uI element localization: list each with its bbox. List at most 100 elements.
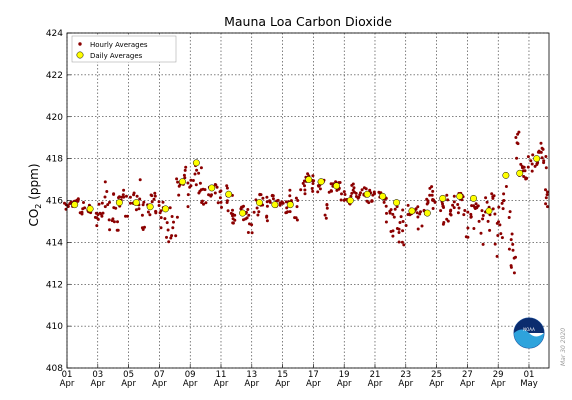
hourly-point bbox=[538, 150, 541, 154]
daily-point bbox=[179, 178, 186, 186]
hourly-point bbox=[265, 200, 269, 204]
daily-point bbox=[423, 209, 431, 217]
y-tick-label: 420 bbox=[46, 113, 63, 123]
x-tick-month: Apr bbox=[121, 379, 136, 389]
hourly-point bbox=[426, 199, 430, 203]
hourly-point bbox=[457, 206, 461, 210]
hourly-point bbox=[481, 214, 485, 217]
daily-point bbox=[456, 192, 464, 200]
hourly-point bbox=[186, 181, 190, 185]
x-tick-month: Apr bbox=[275, 379, 290, 389]
hourly-point bbox=[544, 155, 548, 158]
hourly-point bbox=[95, 216, 99, 220]
hourly-point bbox=[466, 226, 470, 230]
noaa-logo-wave bbox=[514, 329, 544, 348]
hourly-point bbox=[171, 226, 175, 230]
hourly-point bbox=[153, 194, 157, 198]
hourly-point bbox=[446, 219, 450, 223]
hourly-point bbox=[200, 199, 204, 203]
x-tick-month: Apr bbox=[306, 379, 321, 389]
hourly-point bbox=[163, 217, 167, 221]
hourly-point bbox=[107, 218, 111, 222]
hourly-point bbox=[404, 224, 408, 227]
hourly-point bbox=[125, 194, 128, 198]
hourly-point bbox=[406, 203, 410, 207]
hourly-point bbox=[452, 194, 456, 198]
x-tick-day: 23 bbox=[400, 370, 411, 380]
daily-point bbox=[485, 207, 493, 215]
hourly-point bbox=[177, 193, 181, 197]
daily-point bbox=[317, 178, 325, 186]
hourly-point bbox=[488, 228, 492, 232]
hourly-point bbox=[481, 217, 485, 221]
legend-daily-label: Daily Averages bbox=[90, 52, 143, 60]
x-tick-month: Apr bbox=[491, 379, 506, 389]
hourly-point bbox=[138, 178, 142, 182]
hourly-point bbox=[299, 188, 303, 192]
hourly-point bbox=[428, 186, 432, 190]
hourly-point bbox=[141, 203, 145, 207]
hourly-point bbox=[530, 162, 534, 166]
hourly-point bbox=[122, 188, 126, 192]
daily-point bbox=[192, 159, 200, 167]
hourly-point bbox=[497, 220, 500, 224]
hourly-point bbox=[306, 172, 310, 176]
hourly-point bbox=[340, 192, 343, 196]
hourly-point bbox=[539, 141, 543, 145]
hourly-point bbox=[76, 197, 80, 201]
x-tick-month: Apr bbox=[60, 379, 75, 389]
hourly-point bbox=[174, 234, 178, 238]
hourly-point bbox=[546, 190, 549, 194]
hourly-point bbox=[400, 240, 404, 244]
hourly-point bbox=[504, 185, 508, 188]
hourly-point bbox=[316, 190, 320, 194]
hourly-point bbox=[294, 196, 298, 200]
x-tick-month: Apr bbox=[183, 379, 198, 389]
hourly-point bbox=[166, 228, 170, 232]
hourly-point bbox=[354, 191, 358, 195]
x-axis-ticks: 01Apr03Apr05Apr07Apr09Apr11Apr13Apr15Apr… bbox=[60, 364, 538, 389]
hourly-point bbox=[183, 176, 187, 180]
hourly-point bbox=[165, 221, 169, 225]
hourly-point bbox=[512, 271, 516, 275]
hourly-point bbox=[431, 207, 435, 210]
hourly-point bbox=[391, 212, 395, 216]
daily-point bbox=[71, 201, 79, 209]
hourly-point bbox=[231, 221, 235, 225]
hourly-point bbox=[476, 204, 480, 208]
hourly-point bbox=[343, 193, 347, 196]
hourly-point bbox=[95, 224, 99, 228]
hourly-point bbox=[186, 193, 190, 197]
hourly-point bbox=[428, 193, 432, 197]
hourly-point bbox=[256, 213, 260, 217]
daily-point bbox=[286, 201, 294, 209]
hourly-point bbox=[490, 192, 494, 196]
hourly-point bbox=[416, 215, 420, 219]
hourly-point bbox=[265, 219, 269, 223]
hourly-point bbox=[219, 200, 223, 204]
hourly-point bbox=[172, 220, 175, 224]
noaa-logo: NOAA bbox=[513, 317, 545, 349]
hourly-point bbox=[385, 211, 388, 215]
hourly-point bbox=[122, 195, 126, 199]
hourly-point bbox=[216, 201, 220, 205]
hourly-point bbox=[303, 192, 307, 196]
hourly-point bbox=[449, 209, 452, 213]
hourly-point bbox=[546, 205, 549, 209]
hourly-point bbox=[231, 208, 234, 212]
hourly-point bbox=[493, 242, 497, 246]
hourly-point bbox=[246, 231, 250, 234]
hourly-point bbox=[463, 209, 467, 212]
hourly-point bbox=[452, 200, 456, 204]
hourly-point bbox=[76, 199, 80, 203]
hourly-point bbox=[265, 214, 269, 218]
x-tick-day: 01 bbox=[62, 370, 73, 380]
hourly-point bbox=[493, 212, 497, 216]
hourly-point bbox=[508, 210, 512, 214]
hourly-point bbox=[522, 165, 526, 169]
x-tick-day: 05 bbox=[123, 370, 134, 380]
hourly-point bbox=[303, 188, 307, 192]
hourly-point bbox=[231, 212, 235, 216]
hourly-point bbox=[456, 203, 460, 206]
hourly-point bbox=[419, 210, 422, 214]
